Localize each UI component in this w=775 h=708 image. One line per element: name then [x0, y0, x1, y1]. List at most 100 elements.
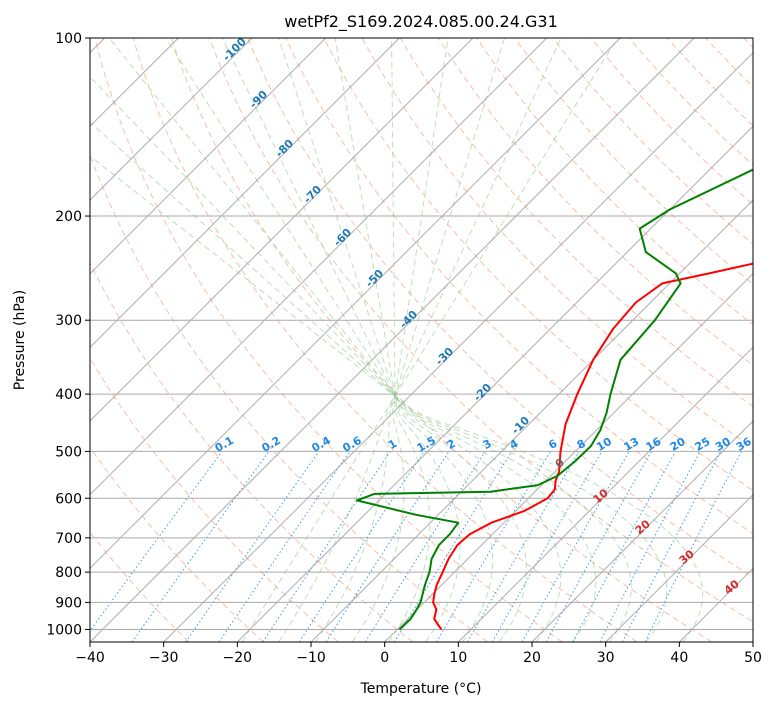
moist-adiabat — [315, 38, 505, 642]
moist-adiabat — [351, 38, 449, 642]
dry-adiabat — [209, 38, 753, 623]
x-tick-label: 40 — [670, 650, 688, 666]
dry-adiabat — [705, 38, 753, 88]
dry-adiabat — [628, 38, 753, 166]
moist-adiabat-label: 20 — [633, 517, 653, 537]
mixing-ratio-label: 36 — [734, 435, 754, 454]
mixing-ratio-line — [218, 451, 351, 642]
mixing-ratio-line — [90, 451, 223, 632]
dry-adiabat — [743, 38, 753, 49]
isotherm-line — [90, 38, 695, 642]
isotherm-line — [457, 346, 753, 642]
moist-adiabat — [90, 121, 668, 642]
isotherm-label: -100 — [220, 35, 249, 64]
moist-adiabat — [334, 38, 461, 642]
dewpoint-series-line — [355, 168, 753, 631]
isotherm-line — [236, 125, 753, 642]
dry-adiabat — [90, 357, 339, 642]
x-tick-label: 0 — [380, 650, 389, 666]
plot-frame — [89, 37, 754, 643]
isotherm-line — [90, 38, 253, 201]
y-tick-label: 100 — [55, 31, 82, 47]
chart-title: wetPf2_S169.2024.085.00.24.G31 — [284, 12, 558, 32]
isotherm-label: -50 — [363, 267, 386, 290]
mixing-ratio-line — [262, 451, 391, 642]
isotherm-line — [90, 38, 621, 570]
moist-adiabat — [221, 38, 527, 642]
moist-adiabat — [165, 38, 562, 642]
x-tick-label: 20 — [523, 650, 541, 666]
x-tick-label: 50 — [744, 650, 762, 666]
x-tick-label: −30 — [149, 650, 179, 666]
isotherm-line — [163, 51, 753, 642]
dry-adiabat — [90, 261, 414, 642]
isotherm-line — [90, 38, 400, 349]
moist-adiabat — [90, 76, 632, 642]
y-tick-label: 200 — [55, 209, 82, 225]
isotherm-line — [752, 641, 753, 642]
isotherm-line — [90, 38, 474, 422]
dry-adiabat — [94, 38, 563, 642]
mixing-ratio-line — [298, 451, 425, 642]
mixing-ratio-label: 1 — [386, 437, 399, 452]
isotherm-label: -30 — [433, 345, 456, 368]
y-tick-label: 900 — [55, 595, 82, 611]
mixing-ratio-line — [185, 451, 320, 642]
moist-adiabat — [278, 38, 494, 642]
moist-adiabat-label: 10 — [591, 486, 611, 506]
mixing-ratio-line — [545, 451, 652, 642]
y-tick-label: 500 — [55, 444, 82, 460]
x-tick-label: −10 — [296, 650, 326, 666]
y-tick-label: 400 — [55, 387, 82, 403]
dry-adiabat — [247, 38, 753, 578]
y-tick-label: 300 — [55, 313, 82, 329]
background-lines — [90, 38, 753, 642]
series-layer — [355, 168, 753, 631]
isotherm-label: -20 — [471, 381, 494, 404]
mixing-ratio-label: 4 — [507, 437, 520, 452]
mixing-ratio-line — [572, 451, 676, 642]
isotherm-line — [605, 493, 753, 642]
dry-adiabat — [552, 38, 753, 245]
mixing-ratio-line — [435, 451, 552, 642]
y-axis-label: Pressure (hPa) — [12, 290, 28, 390]
mixing-ratio-label: 2 — [445, 437, 458, 452]
mixing-ratio-line — [644, 451, 742, 642]
axis-ticks: −40 −30 −20 −10 0 10 20 30 40 50 100 200 300 400 500 60… — [46, 31, 762, 666]
mixing-ratio-line — [521, 451, 630, 642]
isotherm-label: -80 — [273, 137, 296, 160]
moist-adiabat-label: 40 — [722, 577, 742, 597]
dry-adiabat — [90, 531, 190, 642]
dry-adiabat — [90, 446, 264, 642]
dry-adiabat — [132, 38, 638, 642]
mixing-ratio-label: 6 — [546, 437, 559, 452]
dry-adiabat — [399, 38, 753, 408]
isotherm-label: -70 — [301, 183, 324, 206]
dry-adiabat — [90, 153, 488, 642]
dry-adiabat — [514, 38, 753, 285]
isotherm-line — [90, 38, 548, 496]
mixing-ratio-line — [364, 451, 486, 642]
mixing-ratio-line — [393, 451, 513, 642]
isotherm-label: -90 — [247, 88, 270, 111]
isotherm-label: -40 — [397, 308, 420, 331]
isotherm-label: -60 — [331, 226, 354, 249]
moist-adiabat — [241, 38, 618, 642]
y-tick-label: 600 — [55, 491, 82, 507]
x-tick-label: −20 — [223, 650, 253, 666]
isotherm-line — [678, 567, 753, 642]
isotherm-line — [90, 38, 327, 275]
isotherm-line — [384, 272, 753, 642]
temperature-series-line — [432, 262, 753, 631]
dry-adiabat — [170, 38, 712, 642]
mixing-ratio-line — [599, 451, 701, 642]
moist-adiabat — [278, 38, 562, 642]
isotherm-line — [310, 199, 753, 642]
moist-adiabat — [90, 155, 704, 642]
isotherm-label: -10 — [509, 414, 532, 437]
mixing-ratio-line — [325, 451, 450, 642]
dry-adiabat — [590, 38, 753, 206]
y-tick-label: 800 — [55, 565, 82, 581]
mixing-ratio-line — [621, 451, 722, 642]
y-tick-label: 700 — [55, 531, 82, 547]
